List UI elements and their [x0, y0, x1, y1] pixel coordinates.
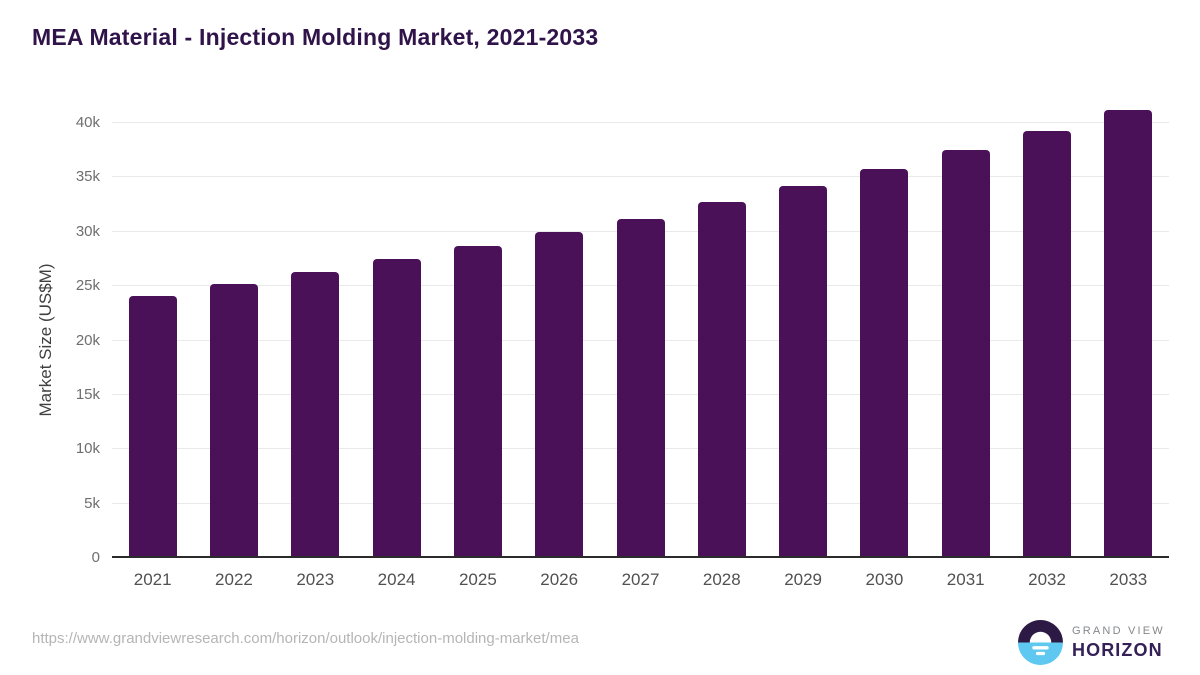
x-axis-line	[112, 556, 1169, 558]
y-tick-label: 40k	[75, 114, 100, 131]
logo-text: GRAND VIEW HORIZON	[1072, 625, 1165, 661]
y-tick-label: 25k	[75, 277, 100, 295]
source-url: https://www.grandviewresearch.com/horizo…	[32, 630, 579, 647]
bar-2024	[372, 259, 421, 557]
x-tick-label: 2030	[865, 570, 904, 589]
x-tick-label: 2023	[296, 570, 335, 589]
bar-chart: Market Size (US$M) 0 5k 10k 15k 20k 25k 30k 35k…	[0, 100, 1200, 610]
x-tick-label: 2025	[458, 570, 497, 589]
y-tick-label: 15k	[75, 385, 100, 403]
plot-area: 2021 2022 2023 2024 2025 2026 2027 2028 2029 2030…	[112, 0, 1169, 589]
bar-2031	[941, 150, 990, 557]
x-tick-label: 2021	[133, 570, 172, 589]
gridline	[112, 122, 1169, 123]
x-tick-label: 2026	[540, 570, 579, 589]
bar-2027	[616, 218, 665, 557]
logo-grandview-text: GRAND VIEW	[1072, 624, 1165, 637]
bar-2030	[860, 168, 909, 557]
x-tick-label: 2032	[1028, 570, 1066, 589]
bar-2028	[697, 202, 746, 557]
chart-title: MEA Material - Injection Molding Market,…	[32, 24, 599, 50]
bar-2026	[535, 231, 584, 557]
bar-2025	[453, 245, 502, 557]
bar-2021	[128, 296, 177, 557]
bar-2032	[1023, 130, 1072, 557]
bar-2022	[209, 284, 258, 557]
x-tick-label: 2022	[215, 570, 253, 589]
x-tick-label: 2031	[946, 570, 985, 589]
y-tick-label: 20k	[75, 331, 100, 349]
bar-2033	[1104, 110, 1153, 557]
x-tick-label: 2029	[784, 570, 823, 589]
x-tick-label: 2024	[377, 570, 416, 589]
x-tick-label: 2033	[1109, 570, 1148, 589]
x-tick-label: 2028	[702, 570, 741, 589]
grandview-horizon-logo: GRAND VIEW HORIZON	[1018, 620, 1165, 665]
logo-horizon-text: HORIZON	[1072, 639, 1163, 660]
y-tick-label: 10k	[75, 440, 100, 458]
y-tick-label: 35k	[75, 168, 100, 186]
y-axis-tick-labels: 0 5k 10k 15k 20k 25k 30k 35k 40k	[0, 100, 100, 566]
y-tick-label: 5k	[84, 494, 100, 512]
gridline	[112, 176, 1169, 178]
x-tick-label: 2027	[621, 570, 660, 589]
y-tick-label: 0	[91, 549, 100, 566]
y-tick-label: 30k	[75, 222, 100, 240]
bar-2023	[291, 272, 340, 557]
horizon-logo-icon	[1018, 620, 1063, 665]
bar-2029	[779, 186, 828, 557]
